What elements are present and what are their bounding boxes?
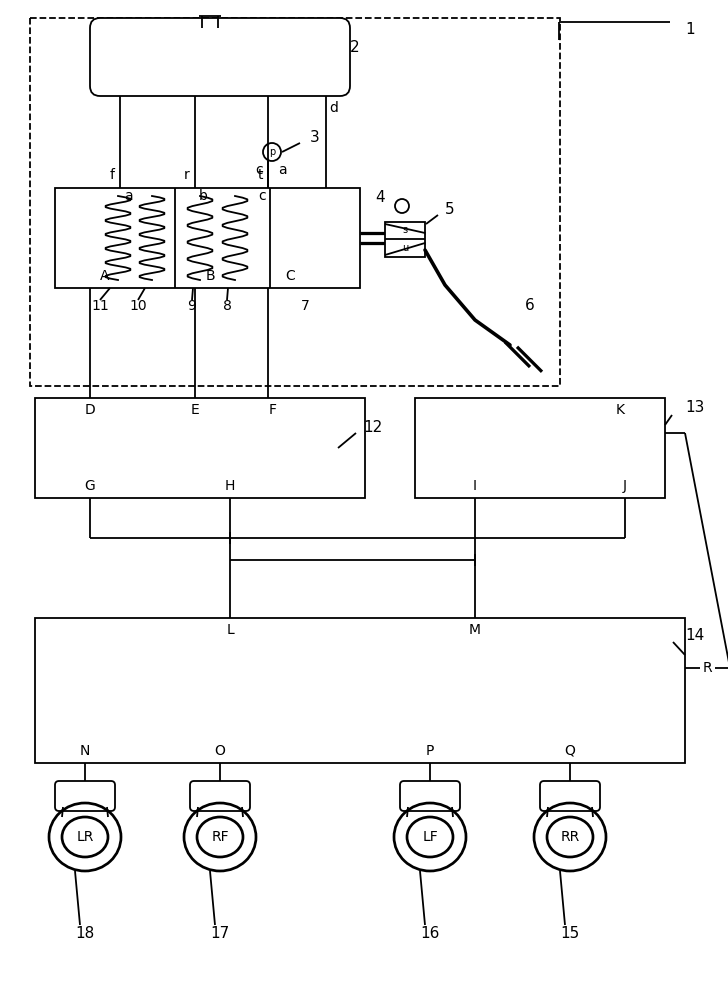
Text: L: L	[226, 623, 234, 637]
Text: J: J	[623, 479, 627, 493]
Text: p: p	[269, 147, 275, 157]
Text: D: D	[84, 403, 95, 417]
Text: I: I	[473, 479, 477, 493]
Text: b: b	[199, 189, 207, 203]
Text: a: a	[124, 189, 132, 203]
Text: RF: RF	[211, 830, 229, 844]
Text: C: C	[285, 269, 295, 283]
Text: 3: 3	[310, 130, 320, 145]
Text: A: A	[100, 269, 110, 283]
Text: R: R	[703, 661, 712, 675]
Bar	[385, 222, 425, 257]
Text: 10: 10	[129, 299, 147, 313]
Bar	[35, 618, 685, 763]
Text: t: t	[257, 168, 263, 182]
Text: P: P	[426, 744, 434, 758]
Text: d: d	[330, 101, 339, 115]
Text: 16: 16	[420, 926, 440, 940]
Text: N: N	[80, 744, 90, 758]
Text: LR: LR	[76, 830, 94, 844]
Text: 5: 5	[446, 202, 455, 218]
Text: 9: 9	[188, 299, 197, 313]
Text: K: K	[615, 403, 625, 417]
Text: 14: 14	[685, 628, 705, 643]
Text: 11: 11	[91, 299, 109, 313]
Text: E: E	[191, 403, 199, 417]
Text: RR: RR	[561, 830, 579, 844]
FancyBboxPatch shape	[55, 781, 115, 811]
Text: 8: 8	[223, 299, 232, 313]
Text: 6: 6	[525, 298, 535, 312]
Text: 7: 7	[301, 299, 309, 313]
Text: 2: 2	[350, 40, 360, 55]
Text: 1: 1	[685, 22, 695, 37]
Bar	[35, 398, 365, 498]
Bar	[30, 18, 560, 386]
Text: c: c	[258, 189, 266, 203]
Text: O: O	[215, 744, 226, 758]
Text: r: r	[184, 168, 190, 182]
Text: G: G	[84, 479, 95, 493]
Text: 4: 4	[375, 190, 385, 205]
Text: u: u	[402, 243, 408, 253]
FancyBboxPatch shape	[540, 781, 600, 811]
Text: 12: 12	[363, 420, 383, 436]
Text: M: M	[469, 623, 481, 637]
Bar	[415, 398, 665, 498]
Text: 15: 15	[561, 926, 579, 940]
Text: f: f	[109, 168, 114, 182]
Bar	[55, 188, 360, 288]
Text: B: B	[205, 269, 215, 283]
FancyBboxPatch shape	[400, 781, 460, 811]
FancyBboxPatch shape	[190, 781, 250, 811]
Text: 13: 13	[685, 400, 705, 416]
Text: a: a	[277, 163, 286, 177]
Text: H: H	[225, 479, 235, 493]
Text: LF: LF	[422, 830, 438, 844]
Text: s: s	[403, 225, 408, 235]
FancyBboxPatch shape	[90, 18, 350, 96]
Text: 18: 18	[76, 926, 95, 940]
Text: Q: Q	[564, 744, 575, 758]
Text: F: F	[269, 403, 277, 417]
Text: 17: 17	[210, 926, 229, 940]
Text: c: c	[256, 163, 263, 177]
